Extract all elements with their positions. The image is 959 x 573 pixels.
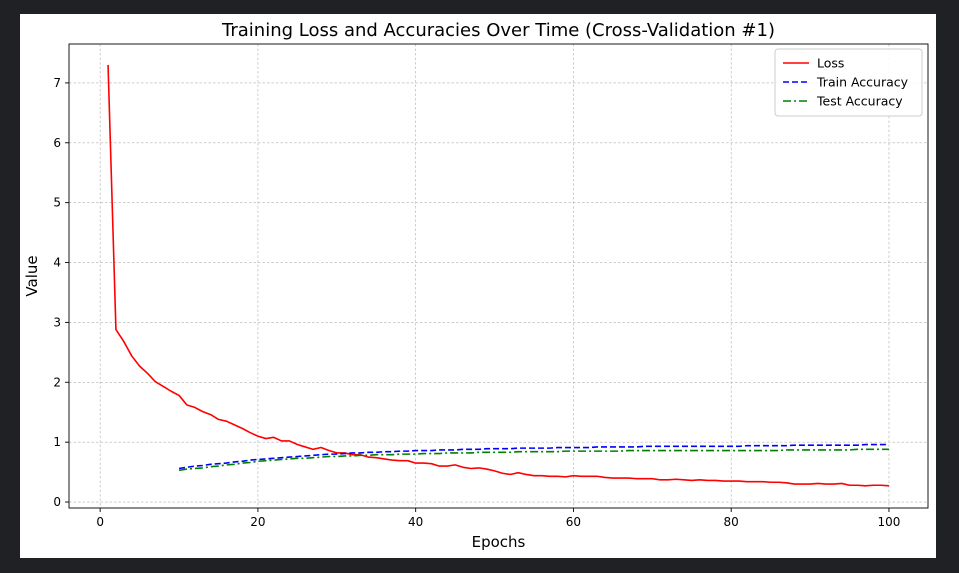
y-tick-label: 1 <box>53 435 61 449</box>
y-tick-label: 3 <box>53 315 61 329</box>
y-tick-label: 5 <box>53 196 61 210</box>
x-axis-label: Epochs <box>472 533 526 551</box>
y-tick-label: 6 <box>53 136 61 150</box>
grid <box>69 44 928 508</box>
x-tick-label: 60 <box>566 515 581 529</box>
ticks: 0 20 40 60 80 100 0 1 2 3 4 5 6 7 <box>53 76 900 529</box>
plot-frame <box>68 43 929 509</box>
y-tick-label: 0 <box>53 495 61 509</box>
series-layer <box>107 64 890 487</box>
line-chart: 0 20 40 60 80 100 0 1 2 3 4 5 6 7 Training Loss and A… <box>23 20 929 551</box>
legend-label: Train Accuracy <box>816 75 909 90</box>
y-tick-label: 7 <box>53 76 61 90</box>
x-tick-label: 20 <box>250 515 265 529</box>
chart-title: Training Loss and Accuracies Over Time (… <box>221 20 775 41</box>
series-line-loss <box>107 64 890 487</box>
x-tick-label: 80 <box>724 515 739 529</box>
y-tick-label: 2 <box>53 375 61 389</box>
legend: Loss Train Accuracy Test Accuracy <box>774 48 923 117</box>
series-line-test-accuracy <box>178 448 889 472</box>
x-tick-label: 100 <box>878 515 901 529</box>
y-axis-label: Value <box>23 255 41 296</box>
legend-label: Test Accuracy <box>816 94 903 109</box>
chart-canvas: 0 20 40 60 80 100 0 1 2 3 4 5 6 7 Training Loss and A… <box>20 14 936 558</box>
legend-label: Loss <box>817 56 844 71</box>
y-tick-label: 4 <box>53 256 61 270</box>
x-tick-label: 0 <box>96 515 104 529</box>
legend-box <box>774 48 923 117</box>
series-line-train-accuracy <box>178 443 889 470</box>
x-tick-label: 40 <box>408 515 423 529</box>
